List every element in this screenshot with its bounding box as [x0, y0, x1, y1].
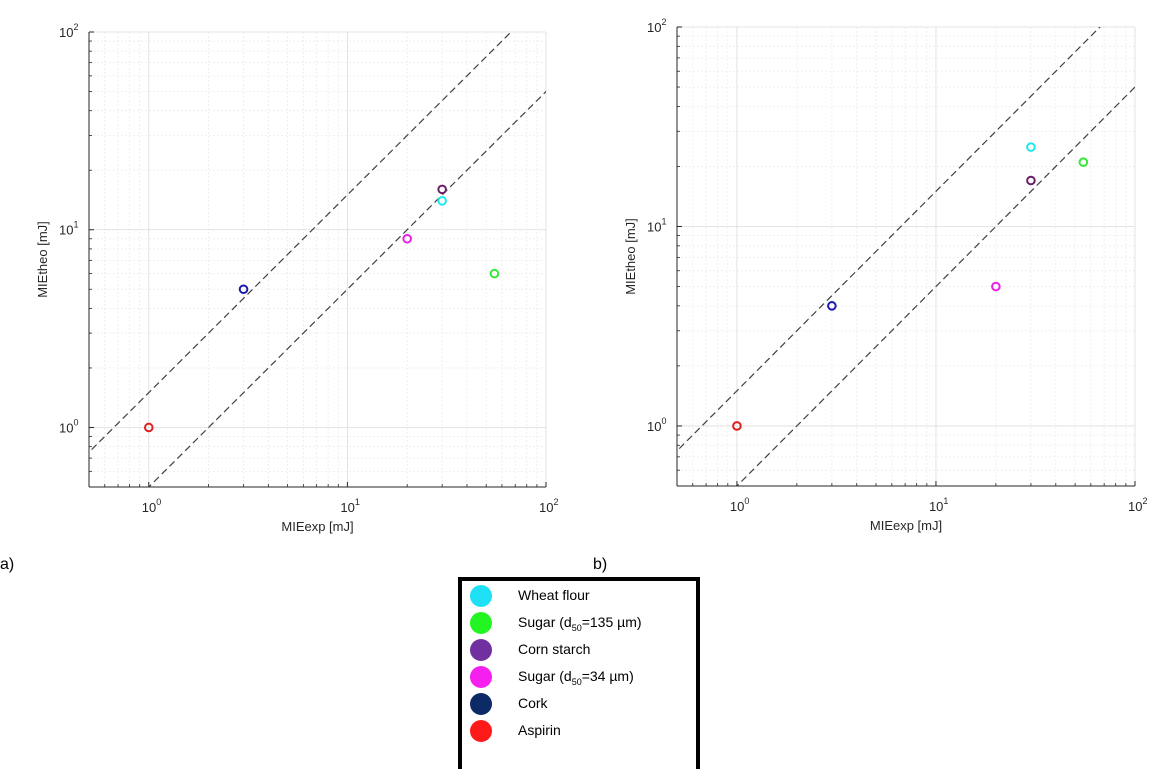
point-corn-starch: [437, 184, 447, 195]
legend-swatch: [470, 639, 492, 661]
legend-label: Sugar (d50=34 µm): [518, 667, 634, 687]
y-tick-label: 102: [59, 22, 78, 40]
point-wheat-flour: [1026, 142, 1036, 152]
x-tick-label: 101: [340, 497, 359, 515]
y-axis-label: MIEtheo [mJ]: [35, 221, 50, 298]
grid: [88, 31, 547, 488]
legend-item-cork: Cork: [470, 692, 548, 716]
point-cork: [238, 284, 249, 295]
legend-label: Wheat flour: [518, 586, 590, 603]
plot-area: [677, 27, 1135, 486]
y-tick-label: 100: [647, 416, 666, 434]
y-tick-label: 101: [647, 216, 666, 234]
legend-item-sugar-135: Sugar (d50=135 µm): [470, 611, 642, 635]
point-sugar-d50-135-m: [1078, 157, 1089, 168]
legend: Wheat flour Sugar (d50=135 µm) Corn star…: [458, 577, 700, 769]
legend-swatch: [470, 693, 492, 715]
point-cork: [827, 301, 837, 311]
scatter-chart-a: 100 101 102 100 101 102 MIEexp [mJ] MIEtheo [mJ…: [35, 22, 558, 534]
point-aspirin: [143, 422, 154, 433]
x-tick-label: 102: [1128, 496, 1147, 514]
x-tick-label: 100: [142, 497, 161, 515]
x-tick-label: 102: [539, 497, 558, 515]
legend-item-aspirin: Aspirin: [470, 719, 561, 743]
y-tick-label: 101: [59, 220, 78, 238]
y-axis-label: MIEtheo [mJ]: [623, 218, 638, 295]
x-tick-label: 100: [730, 496, 749, 514]
legend-swatch: [470, 666, 492, 688]
legend-swatch: [470, 612, 492, 634]
x-axis-label: MIEexp [mJ]: [281, 519, 353, 534]
legend-label: Cork: [518, 694, 548, 711]
legend-swatch: [470, 585, 492, 607]
reference-line-1: [677, 27, 1101, 452]
legend-label: Sugar (d50=135 µm): [518, 613, 642, 633]
panel-label-a: a): [0, 556, 15, 573]
legend-label: Corn starch: [518, 640, 591, 657]
point-sugar-d50-135-m: [489, 268, 500, 279]
reference-line-1: [89, 32, 512, 454]
plot-area: [89, 32, 546, 487]
x-axis-label: MIEexp [mJ]: [870, 518, 942, 533]
legend-label: Aspirin: [518, 721, 561, 738]
point-aspirin: [732, 421, 742, 431]
scatter-chart-b: 100 101 102 100 101 102 MIEexp [mJ] MIEtheo [mJ…: [623, 17, 1147, 533]
y-tick-label: 102: [647, 17, 666, 35]
point-wheat-flour: [437, 196, 447, 206]
y-tick-label: 100: [59, 417, 78, 435]
legend-swatch: [470, 720, 492, 742]
legend-item-sugar-34: Sugar (d50=34 µm): [470, 665, 634, 689]
point-corn-starch: [1026, 175, 1036, 186]
legend-item-wheat-flour: Wheat flour: [470, 584, 590, 608]
x-tick-label: 101: [929, 496, 948, 514]
point-sugar-d50-34-m: [402, 233, 412, 244]
point-sugar-d50-34-m: [991, 281, 1001, 292]
panel-label-b: b): [593, 556, 608, 573]
legend-item-corn-starch: Corn starch: [470, 638, 590, 662]
reference-line-2: [736, 86, 1135, 486]
